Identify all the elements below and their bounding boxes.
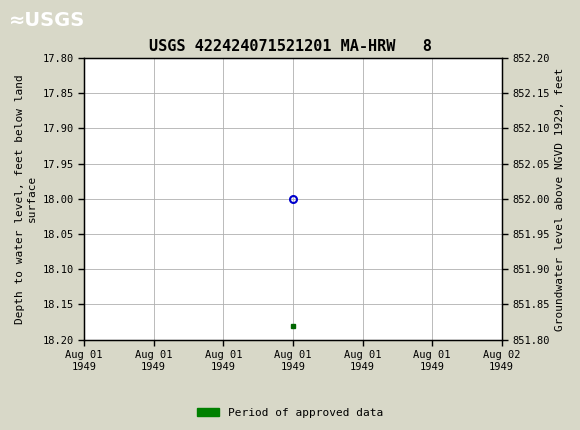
Text: ≈USGS: ≈USGS [9, 11, 85, 30]
Legend: Period of approved data: Period of approved data [193, 403, 387, 422]
Text: USGS 422424071521201 MA-HRW   8: USGS 422424071521201 MA-HRW 8 [148, 39, 432, 54]
Y-axis label: Groundwater level above NGVD 1929, feet: Groundwater level above NGVD 1929, feet [555, 67, 565, 331]
Y-axis label: Depth to water level, feet below land
surface: Depth to water level, feet below land su… [15, 74, 37, 324]
